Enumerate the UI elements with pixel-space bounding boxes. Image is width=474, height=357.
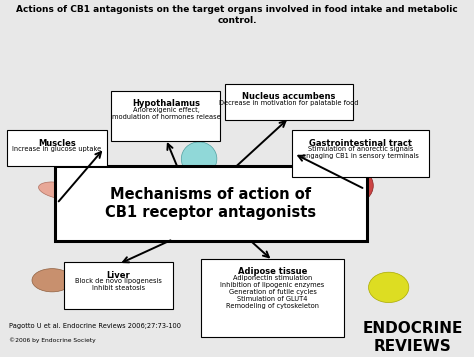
Text: Nucleus accumbens: Nucleus accumbens (243, 92, 336, 101)
FancyBboxPatch shape (201, 259, 344, 337)
Text: Hypothalamus: Hypothalamus (132, 99, 200, 108)
Text: ©2006 by Endocrine Society: ©2006 by Endocrine Society (9, 337, 96, 343)
Ellipse shape (337, 169, 373, 203)
Text: Gastrointestinal tract: Gastrointestinal tract (309, 139, 412, 147)
Text: Actions of CB1 antagonists on the target organs involved in food intake and meta: Actions of CB1 antagonists on the target… (16, 5, 458, 25)
Text: Increase in glucose uptake: Increase in glucose uptake (12, 146, 101, 152)
Text: Adipose tissue: Adipose tissue (238, 267, 307, 276)
Text: Adiponectin stimulation
Inhibition of lipogenic enzymes
Generation of futile cyc: Adiponectin stimulation Inhibition of li… (220, 275, 325, 309)
Text: Liver: Liver (107, 271, 130, 280)
Text: Block de novo lipogenesis
Inhibit steatosis: Block de novo lipogenesis Inhibit steato… (75, 278, 162, 291)
Text: Muscles: Muscles (38, 139, 76, 147)
Ellipse shape (38, 182, 85, 200)
FancyBboxPatch shape (111, 91, 220, 141)
FancyBboxPatch shape (225, 84, 353, 120)
FancyBboxPatch shape (292, 130, 429, 177)
FancyBboxPatch shape (64, 262, 173, 309)
Ellipse shape (181, 142, 217, 176)
Text: Decrease in motivation for palatable food: Decrease in motivation for palatable foo… (219, 100, 359, 106)
Ellipse shape (32, 268, 72, 292)
Ellipse shape (368, 272, 409, 302)
Text: Mechanisms of action of
CB1 receptor antagonists: Mechanisms of action of CB1 receptor ant… (105, 187, 317, 220)
FancyBboxPatch shape (55, 166, 367, 241)
Text: ENDOCRINE
REVIEWS: ENDOCRINE REVIEWS (362, 321, 463, 354)
Text: Anorexigenic effect,
modulation of hormones release: Anorexigenic effect, modulation of hormo… (111, 107, 220, 120)
Text: Stimulation of anorectic signals
engaging CB1 in sensory terminals: Stimulation of anorectic signals engagin… (302, 146, 419, 159)
FancyBboxPatch shape (7, 130, 107, 166)
Text: Pagotto U et al. Endocrine Reviews 2006;27:73-100: Pagotto U et al. Endocrine Reviews 2006;… (9, 323, 182, 329)
